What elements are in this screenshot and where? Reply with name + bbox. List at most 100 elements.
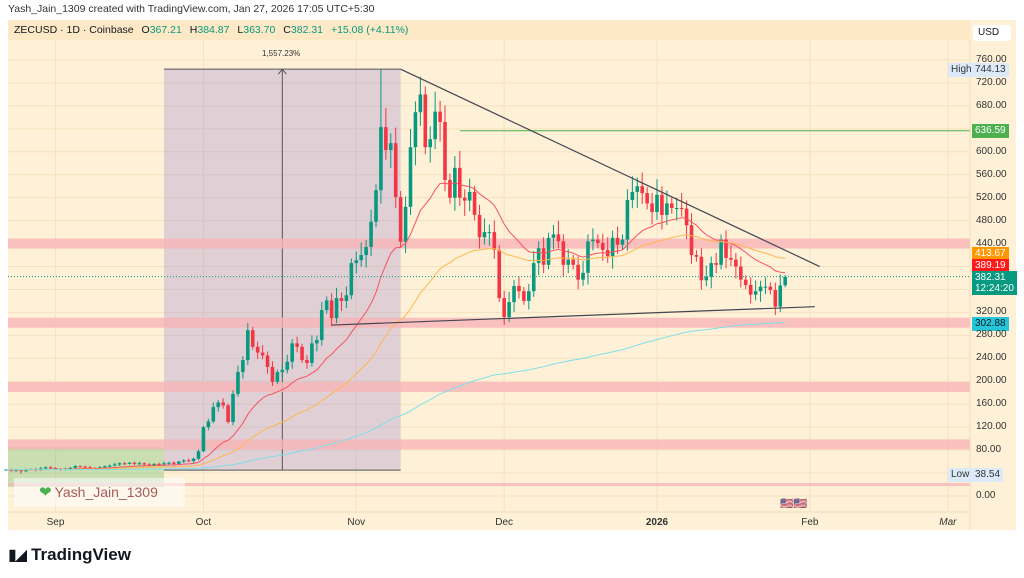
candle bbox=[329, 300, 334, 319]
ema-slow-label: 302.88 bbox=[972, 317, 1009, 331]
price-tick-label: 120.00 bbox=[976, 421, 1007, 433]
price-tick-label: 480.00 bbox=[976, 214, 1007, 226]
tradingview-logo[interactable]: ▮◢ TradingView bbox=[8, 545, 131, 565]
low-label: L bbox=[237, 24, 244, 36]
candle bbox=[310, 343, 314, 363]
candle bbox=[615, 237, 620, 245]
ema-slow-line bbox=[6, 321, 786, 471]
candle bbox=[541, 248, 546, 265]
price-tick-label: 200.00 bbox=[976, 375, 1007, 387]
candle bbox=[477, 214, 482, 238]
candle bbox=[285, 361, 290, 370]
price-tick-label: 440.00 bbox=[976, 237, 1007, 249]
candle bbox=[655, 194, 659, 213]
candle bbox=[403, 206, 408, 242]
candle bbox=[418, 94, 423, 113]
candle bbox=[112, 464, 117, 466]
time-tick-label: Mar bbox=[939, 517, 957, 528]
candle bbox=[83, 466, 87, 468]
candle bbox=[502, 298, 506, 318]
time-tick-label: Feb bbox=[801, 517, 819, 528]
price-tick-label: 80.00 bbox=[976, 444, 1002, 456]
author-watermark: ❤ Yash_Jain_1309 bbox=[14, 478, 185, 507]
candle bbox=[319, 310, 324, 340]
high-marker-label: High bbox=[948, 63, 975, 77]
candle bbox=[384, 127, 388, 151]
candle bbox=[433, 111, 437, 140]
candle bbox=[393, 143, 398, 198]
open-value: 367.21 bbox=[149, 24, 182, 36]
symbol-legend: ZECUSD · 1D · Coinbase O367.21 H384.87 L… bbox=[8, 20, 970, 40]
candle bbox=[522, 291, 526, 301]
candle bbox=[117, 463, 122, 465]
candle bbox=[625, 199, 630, 240]
candle bbox=[231, 393, 235, 422]
support-zone bbox=[8, 439, 970, 450]
candle bbox=[339, 298, 344, 301]
candle bbox=[704, 276, 709, 281]
candle bbox=[413, 112, 418, 148]
candle bbox=[265, 355, 270, 367]
candle bbox=[497, 249, 502, 299]
candle bbox=[635, 186, 640, 192]
candle bbox=[157, 463, 161, 465]
candle bbox=[551, 234, 556, 238]
candle bbox=[201, 427, 206, 452]
currency-selector[interactable]: USD bbox=[973, 25, 1011, 41]
candle bbox=[571, 259, 575, 265]
candle bbox=[14, 470, 18, 472]
candle bbox=[630, 191, 635, 200]
close-label: C bbox=[283, 24, 291, 36]
price-tick-label: 560.00 bbox=[976, 168, 1007, 180]
candle bbox=[246, 330, 250, 361]
time-tick-label: Nov bbox=[347, 517, 366, 528]
candle bbox=[472, 191, 477, 215]
candle bbox=[73, 466, 78, 468]
candle bbox=[334, 298, 339, 319]
candle bbox=[221, 402, 225, 406]
price-tick-label: 520.00 bbox=[976, 191, 1007, 203]
candle bbox=[324, 300, 329, 311]
candle bbox=[344, 295, 349, 301]
candle bbox=[103, 466, 107, 468]
last-price: 382.31 bbox=[975, 272, 1006, 283]
candle bbox=[546, 237, 551, 265]
candle bbox=[581, 272, 585, 280]
ema-mid-label: 413.67 bbox=[972, 247, 1009, 261]
candle bbox=[43, 467, 48, 469]
us-flag-events-icon[interactable]: 🇺🇸🇺🇸 bbox=[780, 498, 808, 510]
time-tick-label: Dec bbox=[495, 517, 514, 528]
candle bbox=[305, 360, 309, 363]
ema-fast-label: 389.19 bbox=[972, 259, 1009, 273]
candle bbox=[68, 467, 73, 470]
candle bbox=[122, 463, 127, 465]
candle bbox=[300, 346, 304, 361]
candle bbox=[482, 232, 487, 238]
candle bbox=[181, 460, 186, 462]
candle bbox=[147, 464, 152, 466]
price-tick-label: 720.00 bbox=[976, 76, 1007, 88]
candle bbox=[748, 284, 753, 295]
candle bbox=[48, 467, 53, 469]
symbol-name[interactable]: ZECUSD · 1D · Coinbase bbox=[14, 24, 134, 36]
candle bbox=[167, 462, 171, 464]
candle bbox=[591, 239, 595, 242]
candle bbox=[359, 255, 363, 261]
low-marker-label: Low bbox=[948, 468, 973, 482]
author-name: Yash_Jain_1309 bbox=[54, 484, 158, 500]
candle bbox=[53, 467, 58, 470]
candle bbox=[423, 94, 428, 148]
candle bbox=[172, 462, 176, 464]
high-marker-value: 744.13 bbox=[972, 63, 1009, 77]
credit-text: Yash_Jain_1309 created with TradingView.… bbox=[8, 3, 375, 15]
candle bbox=[19, 470, 23, 472]
tv-logo-icon: ▮◢ bbox=[8, 547, 27, 564]
candle bbox=[600, 243, 605, 250]
candle bbox=[768, 286, 773, 291]
high-label: H bbox=[189, 24, 198, 36]
low-marker-value: 38.54 bbox=[972, 468, 1004, 482]
high-value: 384.87 bbox=[197, 24, 230, 36]
candle bbox=[443, 121, 447, 180]
time-tick-label: Sep bbox=[46, 517, 65, 528]
